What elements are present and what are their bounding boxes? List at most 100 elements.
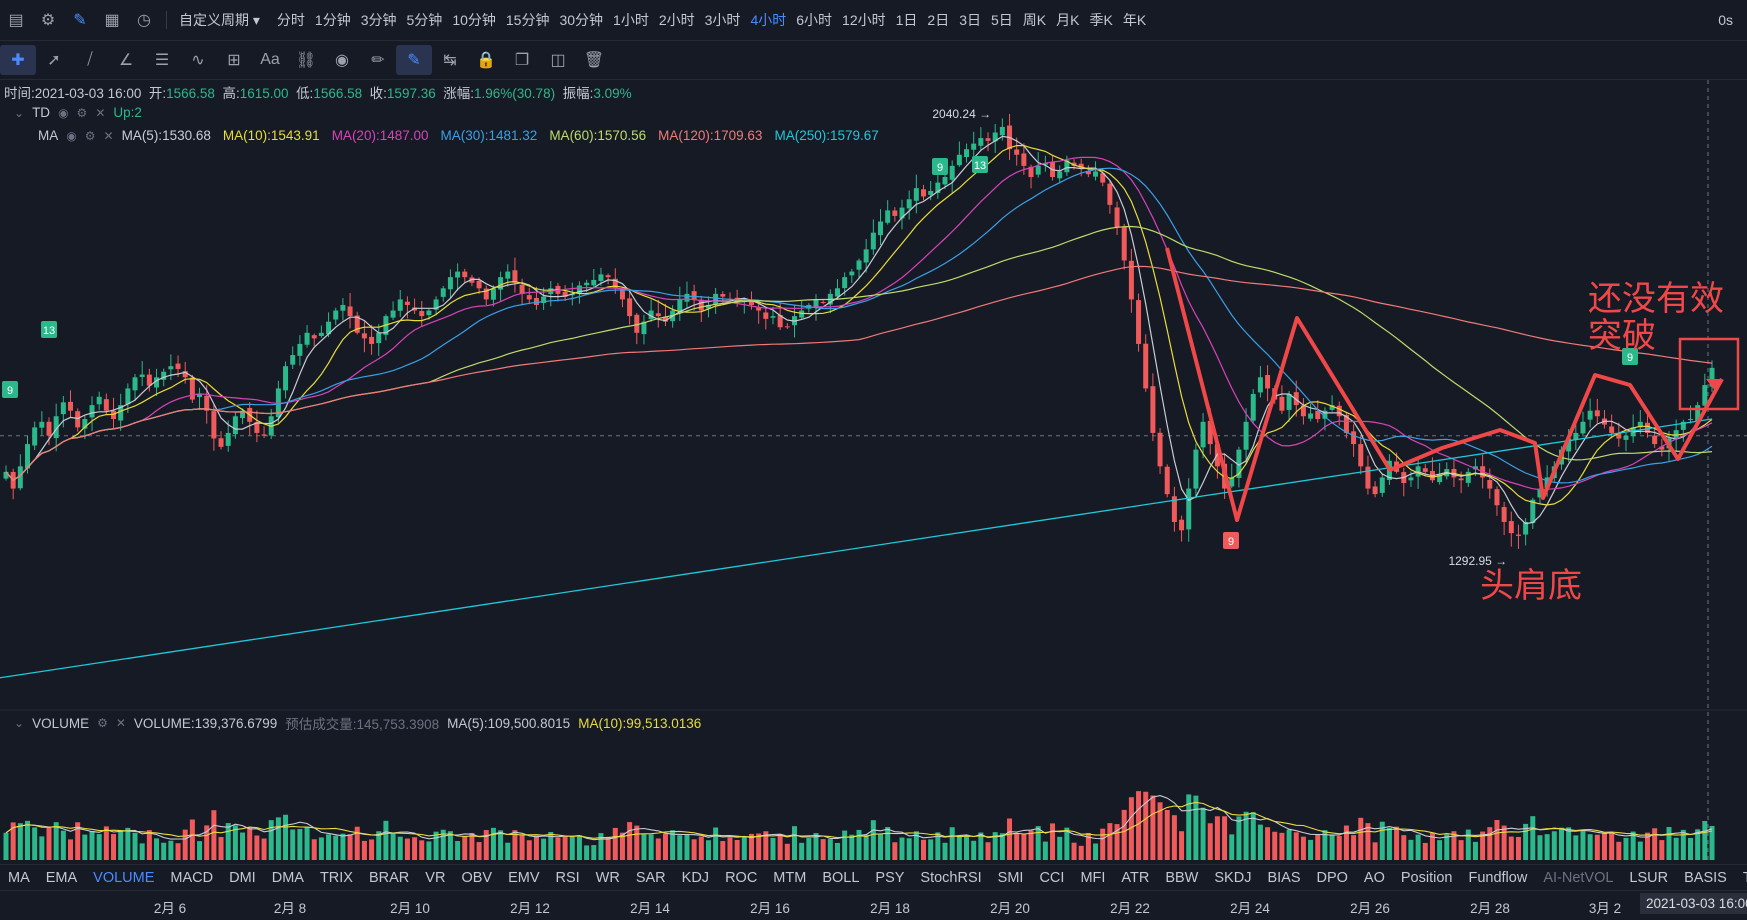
period-9[interactable]: 3小时 [704, 12, 741, 28]
period-10[interactable]: 4小时 [750, 12, 787, 28]
period-7[interactable]: 1小时 [613, 12, 649, 28]
lock-icon[interactable]: 🔒 [476, 52, 496, 69]
volume-bar [39, 836, 45, 860]
channel-icon[interactable]: ⧸ [87, 51, 93, 68]
indicator-tab-7[interactable]: BRAR [368, 870, 410, 886]
period-5[interactable]: 15分钟 [505, 12, 550, 28]
volume-bar [1050, 823, 1056, 860]
indicator-tab-10[interactable]: EMV [508, 870, 540, 886]
angle-icon[interactable]: ∠ [118, 52, 134, 69]
collapse-icon[interactable]: ⌄ [14, 716, 25, 730]
period-3[interactable]: 5分钟 [406, 12, 443, 28]
eye-icon[interactable]: ◉ [58, 105, 69, 120]
indicator-tab-25[interactable]: SKDJ [1214, 870, 1252, 886]
indicator-tab-0[interactable]: MA [8, 870, 30, 886]
volume-bar [1078, 845, 1084, 860]
indicator-tab-32[interactable]: LSUR [1629, 870, 1669, 886]
indicator-tab-31[interactable]: AI-NetVOL [1543, 870, 1614, 886]
date-tick-9: 2月 24 [1230, 901, 1270, 916]
copy-icon[interactable]: ❐ [514, 52, 530, 69]
trendline-icon[interactable]: ➚ [47, 52, 61, 69]
indicator-tab-22[interactable]: MFI [1080, 870, 1106, 886]
indicator-tab-13[interactable]: SAR [635, 870, 666, 886]
indicator-tab-27[interactable]: DPO [1316, 870, 1348, 886]
settings-icon[interactable]: ⚙ [84, 128, 96, 143]
pattern-icon[interactable]: ⛓ [295, 52, 317, 69]
chart-icon[interactable]: ▤ [8, 12, 24, 29]
settings-icon[interactable]: ⚙ [76, 105, 88, 120]
indicator-tab-4[interactable]: DMI [229, 870, 256, 886]
lock-draw-icon[interactable]: ✎ [396, 45, 432, 75]
indicator-tab-6[interactable]: TRIX [319, 870, 353, 886]
volume-bar [842, 830, 848, 860]
indicator-tab-1[interactable]: EMA [45, 870, 78, 886]
hide-icon[interactable]: ◫ [550, 52, 566, 69]
eye-icon[interactable]: ◉ [66, 128, 77, 143]
candle-body [619, 288, 625, 300]
period-2[interactable]: 3分钟 [360, 12, 397, 28]
clock-icon[interactable]: ◷ [137, 12, 151, 29]
period-0[interactable]: 分时 [276, 12, 305, 28]
indicator-tab-14[interactable]: KDJ [681, 870, 710, 886]
horizontal-lines-icon[interactable]: ☰ [154, 52, 170, 69]
indicator-tab-18[interactable]: PSY [875, 870, 905, 886]
period-4[interactable]: 10分钟 [452, 12, 496, 28]
period-17[interactable]: 周K [1022, 12, 1047, 28]
volume-bar [1644, 832, 1650, 860]
indicator-tab-3[interactable]: MACD [170, 870, 214, 886]
shapes-icon[interactable]: ◉ [335, 52, 349, 69]
indicator-tab-19[interactable]: StochRSI [920, 870, 982, 886]
indicator-tab-21[interactable]: CCI [1039, 870, 1065, 886]
indicator-tab-20[interactable]: SMI [997, 870, 1024, 886]
indicator-tab-16[interactable]: MTM [773, 870, 807, 886]
close-icon[interactable]: ✕ [103, 128, 114, 143]
indicator-tab-30[interactable]: Fundflow [1468, 870, 1528, 886]
trash-icon[interactable]: 🗑 [583, 52, 605, 69]
indicator-tab-2[interactable]: VOLUME [93, 870, 155, 886]
calendar-icon[interactable]: ▦ [104, 12, 120, 29]
indicator-tab-29[interactable]: Position [1400, 870, 1453, 886]
brush-icon[interactable]: ✏ [371, 52, 385, 69]
period-20[interactable]: 年K [1122, 12, 1147, 28]
indicator-tab-11[interactable]: RSI [555, 870, 580, 886]
indicator-tab-23[interactable]: ATR [1121, 870, 1150, 886]
indicator-tab-17[interactable]: BOLL [822, 870, 860, 886]
custom-period-dropdown[interactable]: 自定义周期 ▾ [179, 12, 260, 28]
indicator-tab-15[interactable]: ROC [725, 870, 758, 886]
indicator-tab-9[interactable]: OBV [461, 870, 493, 886]
period-8[interactable]: 2小时 [658, 12, 695, 28]
measure-icon[interactable]: ↹ [443, 52, 457, 69]
period-15[interactable]: 3日 [959, 12, 981, 28]
indicator-tab-33[interactable]: BASIS [1684, 870, 1727, 886]
period-16[interactable]: 5日 [991, 12, 1013, 28]
indicator-tab-5[interactable]: DMA [271, 870, 304, 886]
indicator-tab-24[interactable]: BBW [1165, 870, 1199, 886]
period-1[interactable]: 1分钟 [314, 12, 351, 28]
indicator-tab-28[interactable]: AO [1363, 870, 1385, 886]
indicator-tab-8[interactable]: VR [425, 870, 446, 886]
close-icon[interactable]: ✕ [95, 105, 106, 120]
wave-icon[interactable]: ∿ [191, 52, 205, 69]
settings-icon[interactable]: ⚙ [40, 12, 56, 29]
period-14[interactable]: 2日 [927, 12, 950, 28]
settings-icon[interactable]: ⚙ [97, 716, 108, 730]
period-12[interactable]: 12小时 [842, 12, 886, 28]
draw-icon[interactable]: ✎ [73, 12, 87, 29]
candle-body [498, 277, 504, 290]
indicator-tab-12[interactable]: WR [595, 870, 620, 886]
period-13[interactable]: 1日 [895, 12, 918, 28]
indicator-tab-34[interactable]: TVolume [1735, 870, 1747, 886]
crosshair-icon[interactable]: ✚ [0, 45, 36, 75]
candle-body [784, 326, 790, 328]
indicator-tab-26[interactable]: BIAS [1267, 870, 1301, 886]
collapse-icon[interactable]: ⌄ [14, 105, 25, 120]
period-18[interactable]: 月K [1056, 12, 1080, 28]
grid-icon[interactable]: ⊞ [227, 52, 241, 69]
period-6[interactable]: 30分钟 [559, 12, 604, 28]
close-icon[interactable]: ✕ [115, 716, 126, 730]
period-11[interactable]: 6小时 [796, 12, 833, 28]
text-icon[interactable]: Aa [260, 51, 280, 68]
period-19[interactable]: 季K [1089, 12, 1113, 28]
candle-body [1186, 488, 1192, 530]
